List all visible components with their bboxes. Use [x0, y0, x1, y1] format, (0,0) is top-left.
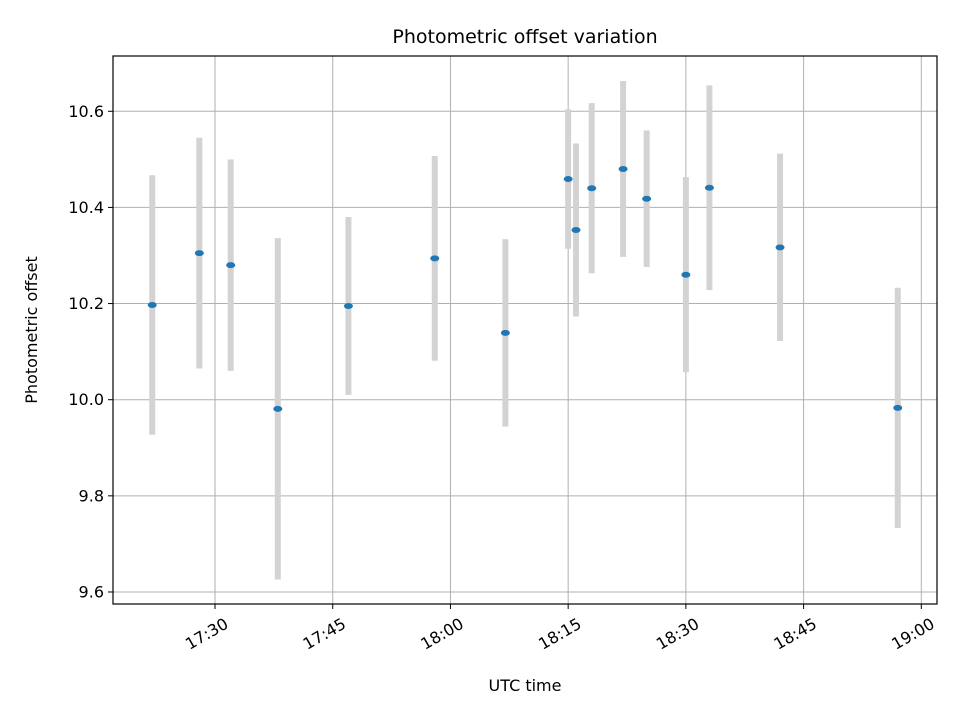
- data-point: [147, 302, 157, 309]
- y-tick-label: 10.2: [68, 294, 104, 313]
- markers: [147, 165, 903, 412]
- data-point: [226, 262, 236, 269]
- chart-title: Photometric offset variation: [392, 26, 657, 48]
- data-point: [194, 250, 204, 257]
- data-point: [571, 227, 581, 234]
- x-axis-label: UTC time: [489, 676, 562, 695]
- y-tick-label: 10.6: [68, 102, 104, 121]
- data-point: [642, 195, 652, 202]
- y-tick-label: 9.8: [79, 486, 104, 505]
- data-point: [587, 185, 597, 192]
- y-tick-label: 10.4: [68, 198, 104, 217]
- y-tick-label: 10.0: [68, 390, 104, 409]
- data-point: [681, 271, 691, 278]
- y-tick-label: 9.6: [79, 582, 104, 601]
- data-point: [273, 405, 283, 412]
- data-point: [563, 176, 573, 183]
- data-point: [775, 244, 785, 251]
- data-point: [430, 255, 440, 262]
- data-point: [343, 302, 353, 309]
- data-point: [500, 329, 510, 336]
- y-axis-ticks: 9.6 9.8 10.0 10.2 10.4 10.6: [68, 102, 113, 601]
- data-point: [618, 165, 628, 172]
- data-point: [893, 404, 903, 411]
- data-point: [704, 184, 714, 191]
- plot-frame: [112, 55, 938, 605]
- y-axis-label: Photometric offset: [22, 256, 41, 404]
